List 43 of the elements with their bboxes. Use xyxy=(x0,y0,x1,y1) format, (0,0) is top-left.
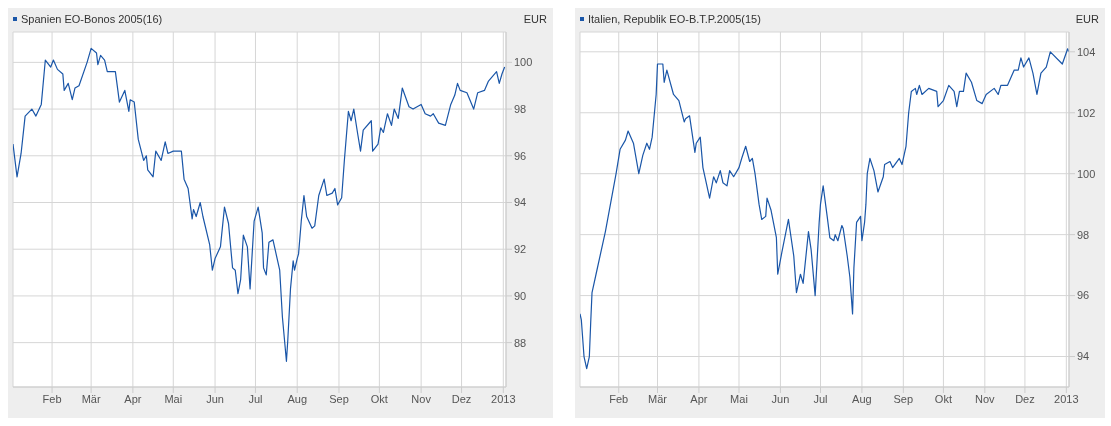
y-tick-label: 100 xyxy=(1077,167,1096,180)
y-tick-label: 94 xyxy=(514,196,527,209)
x-tick-label: Okt xyxy=(934,392,952,405)
x-tick-label: Dez xyxy=(1015,392,1035,405)
y-tick-label: 96 xyxy=(514,149,527,162)
x-tick-label: Aug xyxy=(852,392,872,405)
y-tick-label: 102 xyxy=(1077,106,1096,119)
x-tick-label: Feb xyxy=(42,392,62,405)
x-tick-label: Jun xyxy=(206,392,224,405)
x-tick-label: Sep xyxy=(893,392,914,405)
x-tick-label: Okt xyxy=(370,392,388,405)
y-tick-label: 94 xyxy=(1077,350,1090,363)
x-tick-label: Mai xyxy=(164,392,183,405)
y-tick-label: 88 xyxy=(514,336,527,349)
x-tick-label: Dez xyxy=(451,392,472,405)
x-tick-label: Mär xyxy=(648,392,668,405)
x-tick-label: Feb xyxy=(609,392,629,405)
x-tick-label: Mär xyxy=(81,392,101,405)
y-tick-label: 90 xyxy=(514,289,527,302)
x-tick-label: Sep xyxy=(329,392,349,405)
x-tick-label: Jul xyxy=(248,392,263,405)
x-tick-label: Jul xyxy=(813,392,828,405)
y-tick-label: 98 xyxy=(514,102,527,115)
x-tick-label: Apr xyxy=(690,392,708,405)
x-tick-label: Mai xyxy=(730,392,748,405)
x-tick-label: Jun xyxy=(771,392,790,405)
chart-title: Italien, Republik EO-B.T.P.2005(15) xyxy=(588,13,761,25)
y-tick-label: 100 xyxy=(514,56,533,69)
x-tick-label: Aug xyxy=(287,392,307,405)
y-axis-title: EUR xyxy=(523,13,547,25)
line-series xyxy=(13,47,506,362)
chart-title: Spanien EO-Bonos 2005(16) xyxy=(21,13,163,25)
y-tick-label: 92 xyxy=(514,243,527,256)
x-tick-label: Apr xyxy=(124,392,142,405)
x-tick-label: Nov xyxy=(975,392,996,405)
x-tick-label: 2013 xyxy=(491,392,516,405)
x-tick-label: 2013 xyxy=(1054,392,1079,405)
y-tick-label: 98 xyxy=(1077,228,1090,241)
y-tick-label: 104 xyxy=(1077,45,1096,58)
line-series xyxy=(580,48,1069,370)
y-tick-label: 96 xyxy=(1077,289,1090,302)
y-axis-title: EUR xyxy=(1075,13,1099,25)
x-tick-label: Nov xyxy=(411,392,432,405)
